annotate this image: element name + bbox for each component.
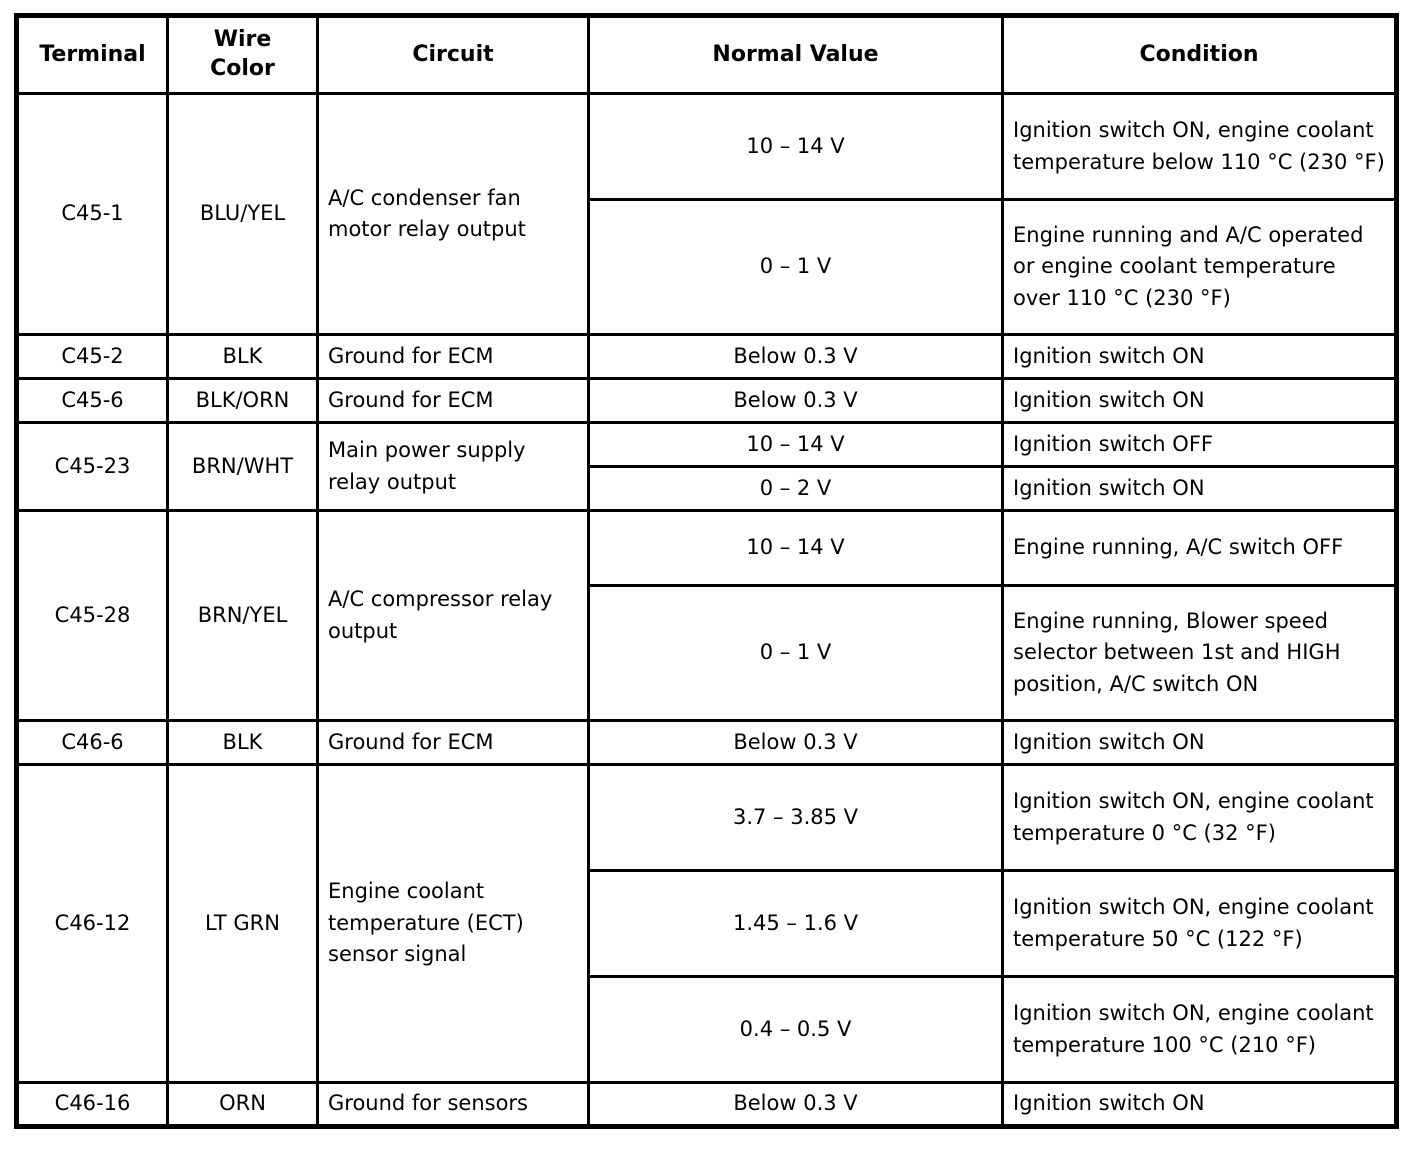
condition-cell: Engine running and A/C operated or engin…: [1001, 198, 1398, 336]
condition-cell: Ignition switch OFF: [1001, 421, 1398, 468]
condition-cell: Ignition switch ON: [1001, 377, 1398, 424]
normal-value-cell: 3.7 – 3.85 V: [587, 763, 1004, 872]
table-row: C46-6 BLK Ground for ECM Below 0.3 V Ign…: [15, 719, 1398, 766]
table-row: 0 – 1 V Engine running, Blower speed sel…: [17, 584, 1398, 722]
condition-cell: Ignition switch ON: [1001, 1081, 1398, 1128]
header-normal-value: Normal Value: [587, 14, 1004, 95]
table-row: C45-1 BLU/YEL A/C condenser fan motor re…: [15, 92, 1398, 336]
table-row: 1.45 – 1.6 V Ignition switch ON, engine …: [17, 869, 1398, 978]
normal-value-cell: Below 0.3 V: [587, 377, 1004, 424]
wire-color-cell: BLK: [166, 719, 319, 766]
circuit-cell: Ground for ECM: [316, 333, 590, 380]
header-condition: Condition: [1001, 14, 1398, 95]
circuit-cell: A/C condenser fan motor relay output: [316, 92, 590, 336]
wire-color-cell: BLU/YEL: [166, 92, 319, 336]
table-row: C45-2 BLK Ground for ECM Below 0.3 V Ign…: [15, 333, 1398, 380]
terminal-voltage-table: Terminal Wire Color Circuit Normal Value…: [14, 13, 1399, 1129]
wire-color-cell: BLK/ORN: [166, 377, 319, 424]
circuit-cell: A/C compressor relay output: [316, 509, 590, 722]
condition-cell: Engine running, A/C switch OFF: [1001, 509, 1398, 587]
normal-value-cell: 10 – 14 V: [587, 509, 1004, 587]
table-row: C45-23 BRN/WHT Main power supply relay o…: [15, 421, 1398, 512]
wire-color-cell: LT GRN: [166, 763, 319, 1084]
condition-cell: Ignition switch ON, engine coolant tempe…: [1001, 975, 1398, 1084]
condition-cell: Ignition switch ON, engine coolant tempe…: [1001, 92, 1398, 201]
circuit-cell: Ground for ECM: [316, 719, 590, 766]
table-row: C45-28 BRN/YEL A/C compressor relay outp…: [15, 509, 1398, 722]
condition-cell: Ignition switch ON: [1001, 465, 1398, 512]
normal-value-cell: 10 – 14 V: [587, 92, 1004, 201]
wire-color-cell: BRN/YEL: [166, 509, 319, 722]
header-terminal: Terminal: [15, 14, 169, 95]
header-wire-color: Wire Color: [166, 14, 319, 95]
normal-value-cell: Below 0.3 V: [587, 1081, 1004, 1128]
table-row: 0 – 1 V Engine running and A/C operated …: [17, 198, 1398, 336]
circuit-cell: Ground for sensors: [316, 1081, 590, 1128]
condition-cell: Ignition switch ON: [1001, 719, 1398, 766]
terminal-cell: C45-2: [15, 333, 169, 380]
normal-value-cell: Below 0.3 V: [587, 719, 1004, 766]
normal-value-cell: 1.45 – 1.6 V: [587, 869, 1004, 978]
wire-color-cell: BRN/WHT: [166, 421, 319, 512]
header-circuit: Circuit: [316, 14, 590, 95]
circuit-cell: Engine coolant temperature (ECT) sensor …: [316, 763, 590, 1084]
normal-value-cell: 0 – 1 V: [587, 198, 1004, 336]
normal-value-cell: 0.4 – 0.5 V: [587, 975, 1004, 1084]
wire-color-cell: BLK: [166, 333, 319, 380]
terminal-cell: C45-6: [15, 377, 169, 424]
normal-value-cell: 0 – 2 V: [587, 465, 1004, 512]
terminal-cell: C46-16: [15, 1081, 169, 1128]
condition-cell: Ignition switch ON: [1001, 333, 1398, 380]
terminal-cell: C45-1: [15, 92, 169, 336]
normal-value-cell: 10 – 14 V: [587, 421, 1004, 468]
terminal-cell: C46-6: [15, 719, 169, 766]
table-header-row: Terminal Wire Color Circuit Normal Value…: [15, 14, 1398, 95]
terminal-cell: C45-28: [15, 509, 169, 722]
table-row: C46-16 ORN Ground for sensors Below 0.3 …: [15, 1081, 1398, 1128]
normal-value-cell: Below 0.3 V: [587, 333, 1004, 380]
circuit-cell: Main power supply relay output: [316, 421, 590, 512]
table-row: 0 – 2 V Ignition switch ON: [17, 465, 1398, 512]
circuit-cell: Ground for ECM: [316, 377, 590, 424]
table-row: C45-6 BLK/ORN Ground for ECM Below 0.3 V…: [15, 377, 1398, 424]
terminal-cell: C45-23: [15, 421, 169, 512]
condition-cell: Engine running, Blower speed selector be…: [1001, 584, 1398, 722]
table-row: C46-12 LT GRN Engine coolant temperature…: [15, 763, 1398, 1084]
condition-cell: Ignition switch ON, engine coolant tempe…: [1001, 869, 1398, 978]
table-row: 0.4 – 0.5 V Ignition switch ON, engine c…: [17, 975, 1398, 1084]
normal-value-cell: 0 – 1 V: [587, 584, 1004, 722]
terminal-cell: C46-12: [15, 763, 169, 1084]
condition-cell: Ignition switch ON, engine coolant tempe…: [1001, 763, 1398, 872]
wire-color-cell: ORN: [166, 1081, 319, 1128]
